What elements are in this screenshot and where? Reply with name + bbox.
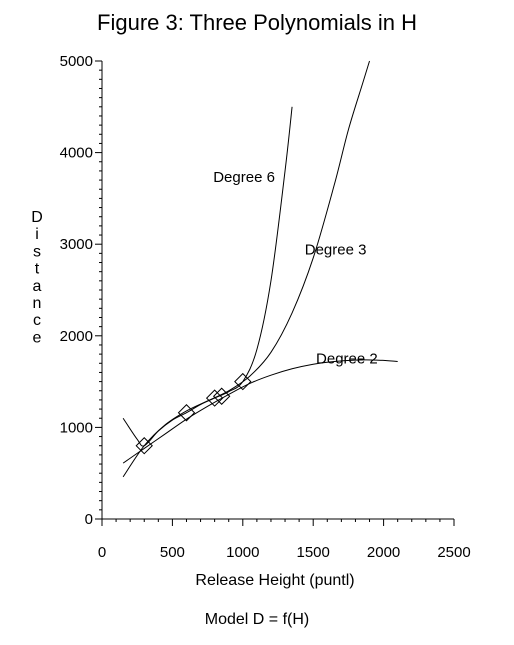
y-axis-label-char: s xyxy=(33,243,41,260)
x-tick-label: 2000 xyxy=(367,544,400,561)
data-point-marker xyxy=(135,437,153,455)
x-tick-label: 2500 xyxy=(437,544,470,561)
y-tick-label: 0 xyxy=(85,511,93,528)
y-axis-label-char: n xyxy=(33,295,42,312)
data-markers xyxy=(135,372,252,455)
curves xyxy=(122,60,398,478)
y-tick-label: 2000 xyxy=(60,328,93,345)
x-tick-label: 0 xyxy=(98,544,106,561)
data-point-marker xyxy=(177,404,196,422)
curve-degree-3 xyxy=(122,60,370,478)
y-axis-label-char: i xyxy=(35,226,39,243)
curve-label: Degree 2 xyxy=(316,350,378,367)
y-axis-label-char: c xyxy=(33,312,41,329)
data-point-marker xyxy=(212,387,231,405)
x-tick-label: 1500 xyxy=(297,544,330,561)
curve-degree-6 xyxy=(122,106,293,447)
y-axis-label-char: e xyxy=(33,329,42,346)
curve-label: Degree 6 xyxy=(213,169,275,186)
x-axis-label: Release Height (puntl) xyxy=(195,572,354,589)
y-tick-label: 3000 xyxy=(60,236,93,253)
chart-title: Figure 3: Three Polynomials in H xyxy=(97,10,417,35)
axes: 0 1000 2000 3000 4000 5000 0 500 1000 1500 2000 250… xyxy=(60,53,471,561)
curve-label: Degree 3 xyxy=(305,241,367,258)
y-tick-label: 5000 xyxy=(60,53,93,70)
y-axis-label-char: a xyxy=(33,278,42,295)
model-footnote: Model D = f(H) xyxy=(204,611,310,628)
x-tick-label: 1000 xyxy=(226,544,259,561)
curve-labels: Degree 6 Degree 3 Degree 2 xyxy=(213,169,378,367)
y-tick-label: 4000 xyxy=(60,145,93,162)
data-point-marker xyxy=(234,372,252,391)
y-tick-label: 1000 xyxy=(60,419,93,436)
y-axis-label-char: t xyxy=(35,261,40,278)
x-tick-label: 500 xyxy=(160,544,185,561)
data-point-marker xyxy=(205,389,224,407)
curve-degree-2 xyxy=(122,359,398,464)
y-axis-label-char: D xyxy=(31,209,43,226)
